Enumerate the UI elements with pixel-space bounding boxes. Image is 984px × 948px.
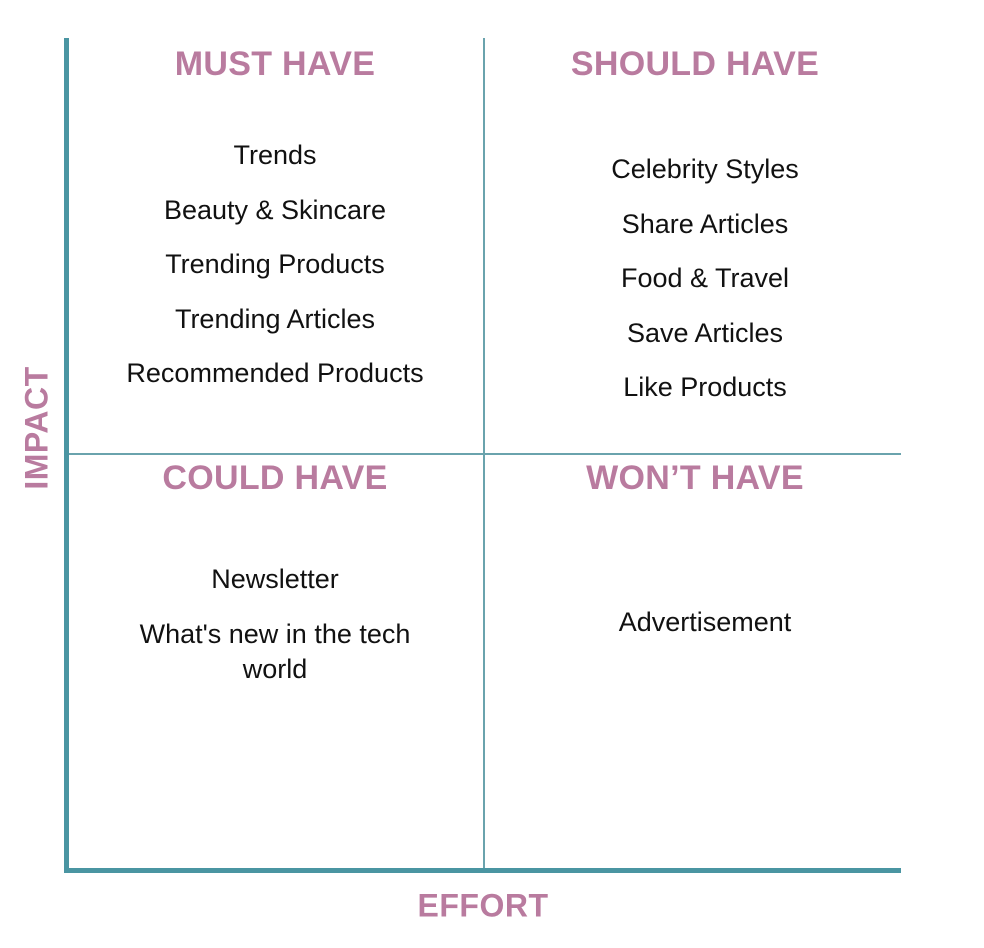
quadrant-wont-have: WON’T HAVE Advertisement bbox=[490, 458, 900, 660]
y-axis-line bbox=[64, 38, 69, 872]
list-item: Trends bbox=[233, 140, 317, 170]
list-item: What's new in the tech world bbox=[139, 618, 411, 684]
y-axis-label: IMPACT bbox=[18, 366, 55, 490]
list-item: Trending Articles bbox=[174, 303, 376, 334]
list-item: Trending Products bbox=[165, 249, 385, 279]
list-item: Advertisement bbox=[618, 607, 792, 637]
quadrant-title: MUST HAVE bbox=[174, 45, 376, 83]
list-item: Share Articles bbox=[621, 208, 789, 239]
x-axis-line bbox=[64, 868, 901, 873]
item-list: Celebrity Styles Share Articles Food & T… bbox=[510, 152, 900, 405]
item-list: Advertisement bbox=[510, 605, 900, 640]
x-axis-label: EFFORT bbox=[417, 887, 549, 924]
quadrant-should-have: SHOULD HAVE Celebrity Styles Share Artic… bbox=[490, 44, 900, 425]
quadrant-title: COULD HAVE bbox=[162, 459, 388, 497]
list-item: Beauty & Skincare bbox=[163, 194, 387, 225]
list-item: Food & Travel bbox=[620, 263, 790, 293]
quadrant-title: SHOULD HAVE bbox=[570, 45, 820, 83]
list-item: Recommended Products bbox=[126, 358, 424, 388]
list-item: Celebrity Styles bbox=[611, 154, 799, 184]
item-list: Newsletter What's new in the tech world bbox=[75, 562, 475, 687]
quadrant-could-have: COULD HAVE Newsletter What's new in the … bbox=[75, 458, 475, 706]
list-item: Save Articles bbox=[626, 317, 784, 348]
item-list: Trends Beauty & Skincare Trending Produc… bbox=[75, 138, 475, 391]
list-item: Like Products bbox=[623, 372, 787, 402]
list-item: Newsletter bbox=[211, 564, 339, 594]
quadrant-must-have: MUST HAVE Trends Beauty & Skincare Trend… bbox=[75, 44, 475, 411]
quadrant-title: WON’T HAVE bbox=[586, 459, 804, 497]
horizontal-divider bbox=[69, 453, 901, 455]
